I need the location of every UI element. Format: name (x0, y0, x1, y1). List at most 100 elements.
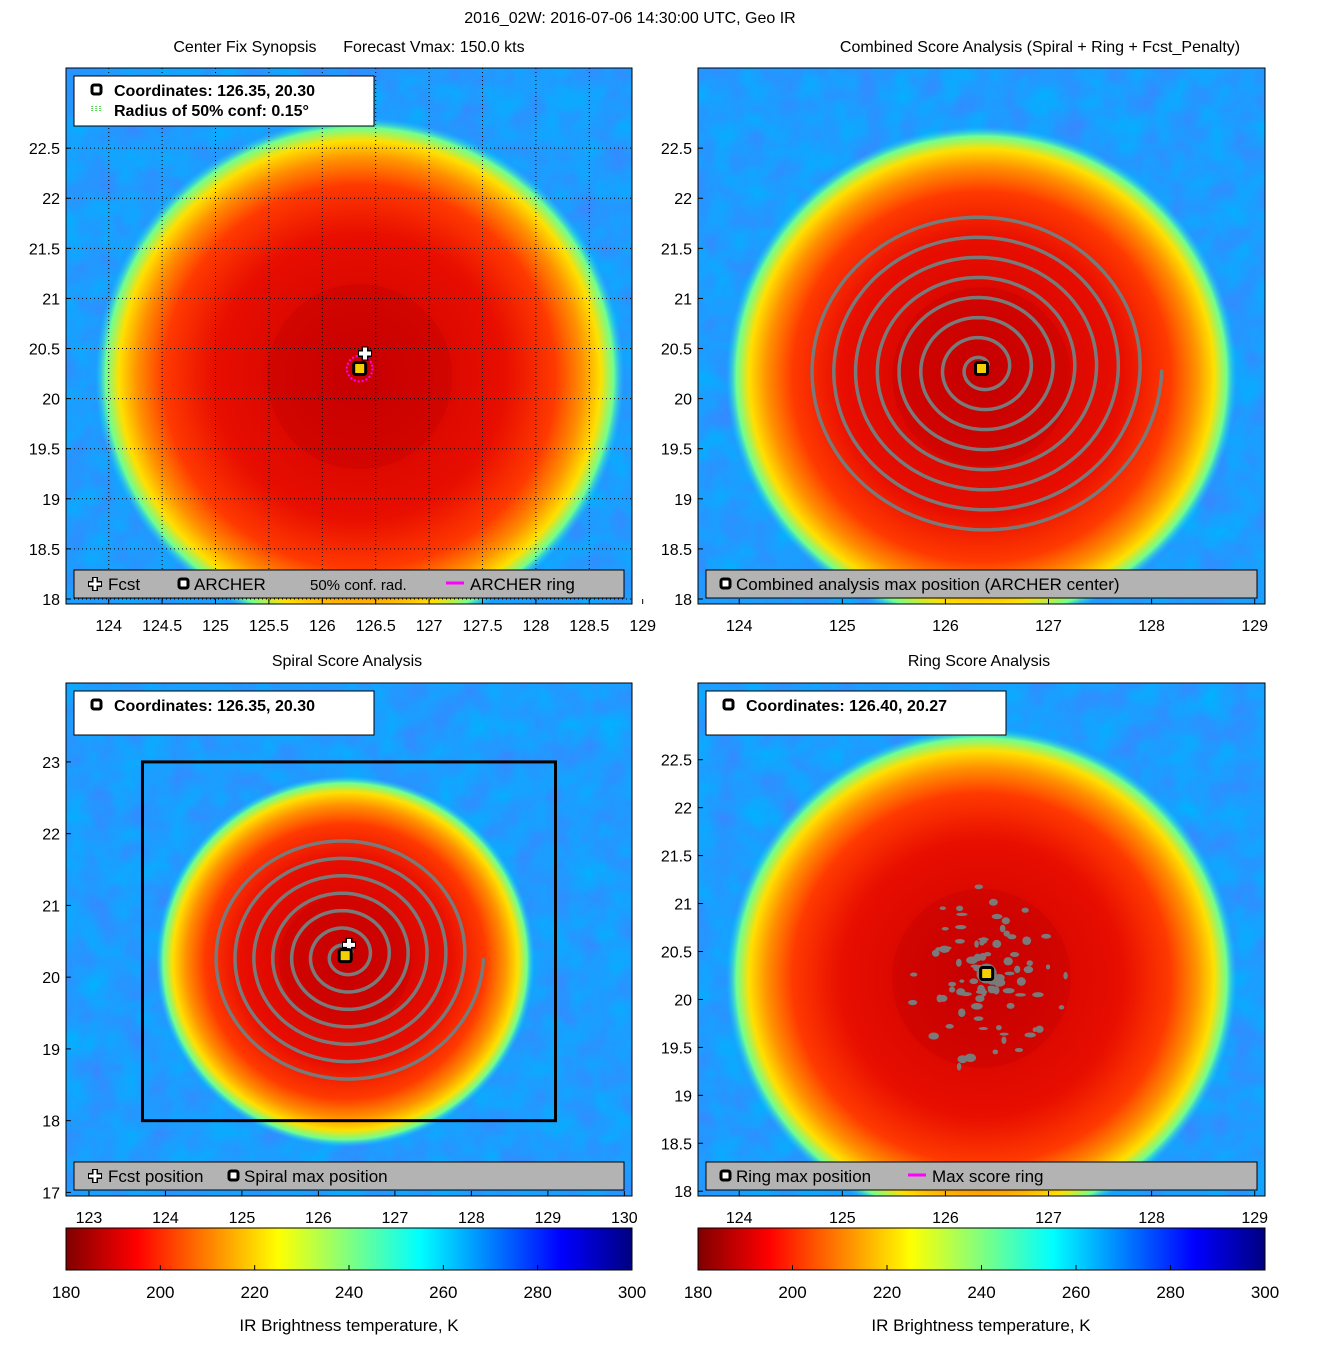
archer-center-marker (352, 361, 368, 377)
y-tick-label: 21 (674, 897, 692, 914)
legend-square-icon (177, 577, 190, 590)
x-tick-label: 126 (932, 618, 959, 635)
y-tick-label: 19 (42, 492, 60, 509)
x-tick-label: 125 (829, 618, 856, 635)
ring-score-blob (974, 884, 984, 890)
colorbar-tick-label: 280 (1156, 1283, 1184, 1302)
ring-score-blob (956, 988, 966, 996)
legend-label: Fcst position (108, 1167, 203, 1186)
legend-box (705, 569, 1258, 599)
legend-square-icon (227, 1169, 240, 1182)
info-line: Coordinates: 126.40, 20.27 (746, 698, 947, 715)
ring-score-blob (1063, 971, 1068, 980)
ring-score-blob (959, 979, 965, 983)
x-tick-label: 125 (202, 618, 229, 635)
x-tick-label: 124 (726, 618, 753, 635)
ring-score-blob (1001, 1036, 1007, 1045)
ring-score-blob (956, 1062, 962, 1071)
colorbar-tick-label: 200 (778, 1283, 806, 1302)
y-tick-label: 22.5 (29, 141, 60, 158)
ring-score-blob (956, 912, 968, 916)
x-tick-label: 129 (1241, 618, 1268, 635)
x-tick-label: 125 (829, 1210, 856, 1227)
ring-score-blob (971, 1002, 983, 1010)
x-tick-label: 128 (1138, 1210, 1165, 1227)
y-tick-label: 18.5 (29, 542, 60, 559)
ring-score-blob (993, 986, 1000, 995)
ring-score-blob (1003, 957, 1013, 966)
colorbar-gradient (65, 1227, 633, 1271)
axes-frame (65, 67, 633, 605)
ring-score-blob (958, 1008, 966, 1017)
legend-label: Fcst (108, 575, 140, 594)
x-tick-label: 124 (152, 1210, 179, 1227)
x-tick-label: 126.5 (356, 618, 396, 635)
y-tick-label: 19.5 (661, 442, 692, 459)
fcst-marker (359, 347, 372, 360)
ring-score-blob (1016, 977, 1026, 986)
y-tick-label: 20 (42, 392, 60, 409)
x-tick-label: 128 (1138, 618, 1165, 635)
ring-score-blob (939, 906, 946, 910)
ring-score-blob (999, 924, 1006, 933)
legend-plus-icon (89, 1170, 101, 1182)
info-line: Radius of 50% conf: 0.15° (114, 103, 309, 120)
legend-label: Ring max position (736, 1167, 871, 1186)
x-tick-label: 128 (458, 1210, 485, 1227)
y-tick-label: 18 (42, 1114, 60, 1131)
ring-score-blob (956, 905, 964, 912)
y-tick-label: 20 (42, 970, 60, 987)
ring-score-blob (1014, 965, 1021, 974)
ring-score-blob (973, 1016, 984, 1021)
spiral-contour (810, 215, 1164, 532)
ring-score-blob (978, 1026, 988, 1031)
y-tick-label: 19 (674, 1088, 692, 1105)
info-square-icon (722, 698, 735, 711)
y-tick-label: 20.5 (29, 342, 60, 359)
ring-score-blob (1035, 1025, 1044, 1033)
ring-score-blob (1001, 917, 1010, 925)
legend-box (73, 1161, 625, 1191)
y-tick-label: 22 (674, 801, 692, 818)
y-tick-label: 19 (42, 1042, 60, 1059)
y-tick-label: 22 (42, 827, 60, 844)
ring-score-blob (996, 977, 1002, 982)
ring-score-blob (1021, 907, 1029, 913)
colorbar-tick-label: 240 (335, 1283, 363, 1302)
colorbar-right: IR Brightness temperature, K 180 200 220 24… (684, 1227, 1279, 1335)
ring-score-blob (964, 1053, 976, 1063)
ring-score-blob (970, 964, 980, 969)
y-tick-label: 21 (42, 291, 60, 308)
ring-score-blob (928, 1032, 940, 1040)
info-dotted-icon (91, 106, 101, 112)
x-tick-label: 129 (535, 1210, 562, 1227)
ring-score-blob (991, 913, 1003, 920)
x-tick-label: 124 (726, 1210, 753, 1227)
y-tick-label: 17 (42, 1185, 60, 1202)
archer-center-marker (974, 361, 989, 377)
ring-score-blob (1009, 952, 1020, 958)
x-tick-label: 130 (611, 1210, 638, 1227)
colorbar-tick-label: 240 (967, 1283, 995, 1302)
ring-score-blob (987, 985, 994, 990)
storm-inner-core (892, 287, 1071, 466)
panel-title: Center Fix Synopsis Forecast Vmax: 150.0… (173, 39, 524, 56)
x-tick-label: 124 (95, 618, 122, 635)
legend-label: Spiral max position (244, 1167, 388, 1186)
colorbar-left: IR Brightness temperature, K 180 200 220 24… (52, 1227, 646, 1335)
colorbar-tick-label: 220 (240, 1283, 268, 1302)
y-tick-label: 18 (674, 592, 692, 609)
colorbar-tick-label: 200 (146, 1283, 174, 1302)
storm-inner-core (267, 283, 453, 470)
x-tick-label: 124.5 (142, 618, 182, 635)
x-tick-label: 127 (382, 1210, 409, 1227)
info-square-icon (90, 83, 103, 96)
y-tick-label: 19 (674, 492, 692, 509)
colorbar-label: IR Brightness temperature, K (871, 1316, 1091, 1335)
x-tick-label: 127 (1035, 1210, 1062, 1227)
ring-score-blob (979, 937, 988, 944)
ring-score-blob (954, 938, 965, 944)
ring-score-blob (1003, 930, 1010, 937)
x-tick-label: 128 (523, 618, 550, 635)
ring-score-blob (931, 949, 940, 957)
